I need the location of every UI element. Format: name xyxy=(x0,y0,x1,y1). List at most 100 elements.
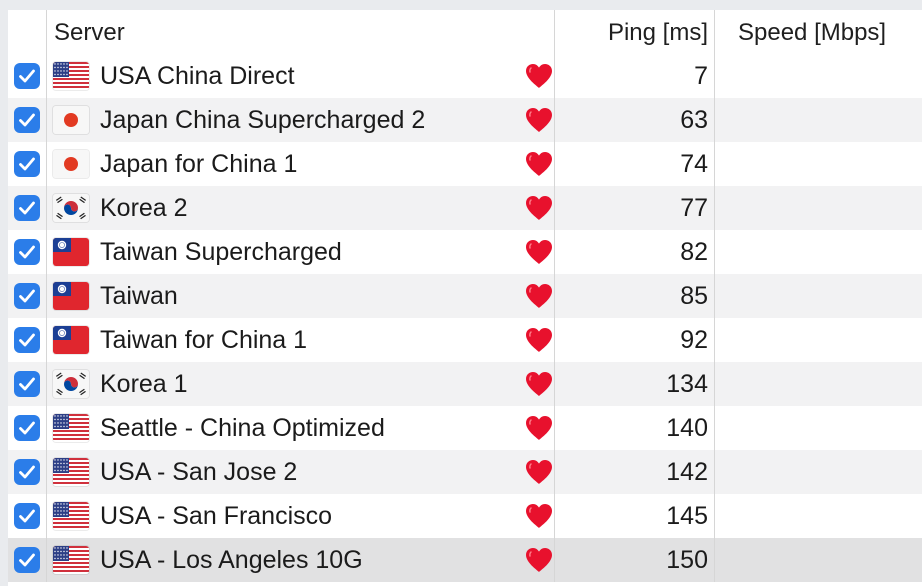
table-row[interactable]: USA - Los Angeles 10G 150 xyxy=(8,538,922,582)
ping-value: 140 xyxy=(666,414,708,442)
server-checkbox[interactable] xyxy=(14,107,40,133)
speed-value xyxy=(716,142,916,186)
checkmark-icon xyxy=(19,421,35,435)
heart-icon[interactable] xyxy=(524,238,554,266)
ping-value: 63 xyxy=(680,106,708,134)
speed-value xyxy=(716,230,916,274)
table-row[interactable]: Taiwan Supercharged 82 xyxy=(8,230,922,274)
table-row[interactable]: Taiwan 85 xyxy=(8,274,922,318)
server-name: USA - Los Angeles 10G xyxy=(100,546,363,574)
server-checkbox[interactable] xyxy=(14,195,40,221)
speed-value xyxy=(716,538,916,582)
tw-flag-icon xyxy=(53,282,89,310)
column-divider xyxy=(554,54,555,98)
heart-icon[interactable] xyxy=(524,150,554,178)
column-divider xyxy=(714,186,715,230)
us-flag-icon xyxy=(53,62,89,90)
speed-value xyxy=(716,450,916,494)
us-flag-icon xyxy=(53,458,89,486)
column-header-speed[interactable]: Speed [Mbps] xyxy=(738,19,887,46)
checkmark-icon xyxy=(19,69,35,83)
server-checkbox[interactable] xyxy=(14,415,40,441)
column-divider xyxy=(554,362,555,406)
table-row[interactable]: Japan for China 1 74 xyxy=(8,142,922,186)
server-name: Japan China Supercharged 2 xyxy=(100,106,426,134)
table-row[interactable]: Taiwan for China 1 92 xyxy=(8,318,922,362)
table-row[interactable]: Korea 2 77 xyxy=(8,186,922,230)
column-divider xyxy=(46,230,47,274)
server-checkbox[interactable] xyxy=(14,459,40,485)
column-divider xyxy=(46,318,47,362)
speed-value xyxy=(716,494,916,538)
server-name: Taiwan xyxy=(100,282,178,310)
ping-value: 92 xyxy=(680,326,708,354)
jp-flag-icon xyxy=(53,150,89,178)
heart-icon[interactable] xyxy=(524,62,554,90)
column-divider xyxy=(554,450,555,494)
speed-value xyxy=(716,98,916,142)
table-row[interactable]: USA China Direct 7 xyxy=(8,54,922,98)
column-header-ping[interactable]: Ping [ms] xyxy=(607,19,708,46)
speed-value xyxy=(716,318,916,362)
heart-icon[interactable] xyxy=(524,546,554,574)
table-row[interactable]: USA - San Jose 2 142 xyxy=(8,450,922,494)
checkmark-icon xyxy=(19,553,35,567)
column-divider xyxy=(46,538,47,582)
heart-icon[interactable] xyxy=(524,326,554,354)
server-checkbox[interactable] xyxy=(14,371,40,397)
checkmark-icon xyxy=(19,201,35,215)
server-checkbox[interactable] xyxy=(14,63,40,89)
heart-icon[interactable] xyxy=(524,414,554,442)
server-table: Server Ping [ms] Speed [Mbps] USA China … xyxy=(8,10,922,586)
column-divider xyxy=(554,98,555,142)
column-divider xyxy=(46,186,47,230)
column-divider xyxy=(554,274,555,318)
table-row[interactable]: Korea 1 134 xyxy=(8,362,922,406)
table-row[interactable]: USA - San Francisco 145 xyxy=(8,494,922,538)
checkmark-icon xyxy=(19,157,35,171)
column-divider xyxy=(554,142,555,186)
ping-value: 85 xyxy=(680,282,708,310)
speed-value xyxy=(716,406,916,450)
column-header-server[interactable]: Server xyxy=(54,19,125,46)
table-row[interactable]: Japan China Supercharged 2 63 xyxy=(8,98,922,142)
server-name: USA - San Francisco xyxy=(100,502,333,530)
column-divider xyxy=(554,230,555,274)
server-checkbox[interactable] xyxy=(14,327,40,353)
speed-value xyxy=(716,362,916,406)
us-flag-icon xyxy=(53,502,89,530)
kr-flag-icon xyxy=(53,194,89,222)
column-divider xyxy=(714,318,715,362)
speed-value xyxy=(716,274,916,318)
checkmark-icon xyxy=(19,377,35,391)
checkmark-icon xyxy=(19,245,35,259)
server-checkbox[interactable] xyxy=(14,503,40,529)
server-checkbox[interactable] xyxy=(14,151,40,177)
speed-value xyxy=(716,54,916,98)
column-divider xyxy=(714,274,715,318)
column-divider xyxy=(714,142,715,186)
ping-value: 145 xyxy=(666,502,708,530)
server-checkbox[interactable] xyxy=(14,547,40,573)
column-divider xyxy=(714,98,715,142)
ping-value: 82 xyxy=(680,238,708,266)
column-divider xyxy=(714,54,715,98)
server-checkbox[interactable] xyxy=(14,239,40,265)
column-divider xyxy=(714,362,715,406)
column-divider xyxy=(554,318,555,362)
heart-icon[interactable] xyxy=(524,106,554,134)
column-divider xyxy=(554,10,555,54)
heart-icon[interactable] xyxy=(524,282,554,310)
server-name: Taiwan Supercharged xyxy=(100,238,342,266)
heart-icon[interactable] xyxy=(524,458,554,486)
heart-icon[interactable] xyxy=(524,502,554,530)
column-divider xyxy=(46,10,47,54)
checkmark-icon xyxy=(19,465,35,479)
server-checkbox[interactable] xyxy=(14,283,40,309)
column-divider xyxy=(714,230,715,274)
heart-icon[interactable] xyxy=(524,194,554,222)
column-divider xyxy=(554,186,555,230)
checkmark-icon xyxy=(19,509,35,523)
table-row[interactable]: Seattle - China Optimized 140 xyxy=(8,406,922,450)
heart-icon[interactable] xyxy=(524,370,554,398)
